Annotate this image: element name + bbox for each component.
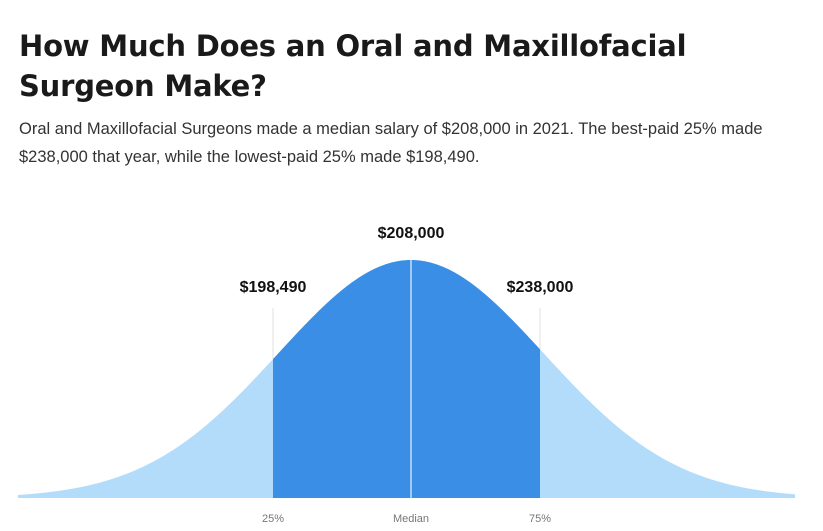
tick-label-median: Median [393,513,429,525]
value-label-25: $198,490 [240,279,307,296]
lower-quartile-area [18,359,273,498]
tick-labels: 25% Median 75% [262,513,551,525]
page-title: How Much Does an Oral and Maxillofacial … [19,29,687,103]
value-labels: $198,490 $208,000 $238,000 [240,225,574,296]
tick-label-75: 75% [529,513,551,525]
upper-quartile-area [540,349,795,498]
value-label-median: $208,000 [378,225,445,242]
guide-lines [272,308,541,360]
value-label-75: $238,000 [507,279,574,296]
page-subtitle: Oral and Maxillofacial Surgeons made a m… [19,120,763,166]
tick-label-25: 25% [262,513,284,525]
distribution-curve [18,260,795,498]
interquartile-area [273,260,540,498]
